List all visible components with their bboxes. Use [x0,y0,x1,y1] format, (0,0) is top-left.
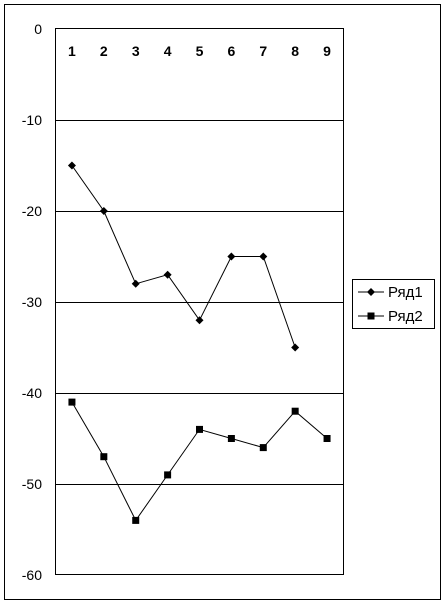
y-tick-label: -20 [22,203,42,219]
legend-marker [367,312,375,320]
legend-label: Ряд2 [388,308,423,325]
data-point [163,270,172,279]
data-point [132,516,140,524]
data-point [67,161,76,170]
y-tick-label: -10 [22,112,42,128]
data-point [259,444,267,452]
plot-area [55,28,344,575]
series-line [71,165,296,348]
y-tick-label: -50 [22,476,42,492]
x-tick-label: 9 [323,43,331,59]
x-tick-label: 7 [259,43,267,59]
legend-label: Ряд1 [388,284,423,301]
y-tick-label: 0 [34,21,42,37]
y-axis-tick-labels: 0 -10 -20 -30 -40 -50 -60 [22,21,42,583]
data-point [291,343,300,352]
data-point [99,207,108,215]
x-tick-label: 6 [227,43,235,59]
x-tick-label: 8 [291,43,299,59]
data-point [259,252,268,261]
x-tick-label: 1 [68,43,76,59]
legend-box [352,279,435,329]
x-axis-tick-labels: 1 2 3 4 5 6 7 8 9 [68,43,331,59]
data-point [195,316,204,325]
x-tick-label: 4 [164,43,172,59]
data-point [227,252,236,261]
data-point [68,398,76,406]
legend: Ряд1 Ряд2 [352,279,435,329]
series-lines [67,161,331,524]
data-point [164,471,172,479]
x-tick-label: 2 [100,43,108,59]
y-tick-label: -60 [22,567,42,583]
legend-marker [367,288,375,296]
data-point [291,407,299,415]
y-tick-label: -30 [22,294,42,310]
x-tick-label: 5 [196,43,204,59]
data-point [196,425,203,433]
data-point [100,453,108,461]
series-1 [67,161,300,352]
y-tick-label: -40 [22,385,42,401]
series-2 [68,398,331,524]
data-point [131,279,140,288]
data-point [227,435,235,442]
x-tick-label: 3 [132,43,140,59]
data-point [323,435,331,442]
